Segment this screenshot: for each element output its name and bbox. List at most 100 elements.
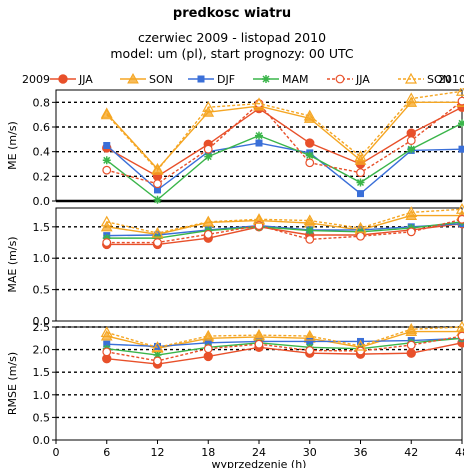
legend-label: JJA — [78, 73, 93, 86]
data-point — [303, 214, 316, 226]
y-tick-label: 0.0 — [33, 434, 51, 447]
y-axis-label: ME (m/s) — [6, 121, 19, 170]
y-tick-label: 1.0 — [33, 389, 51, 402]
data-point — [204, 339, 212, 347]
data-point — [356, 346, 365, 356]
series-line — [106, 142, 463, 195]
series-line — [106, 222, 463, 237]
data-point — [405, 209, 418, 221]
data-point — [100, 330, 113, 341]
data-point — [305, 151, 314, 160]
data-point — [455, 88, 464, 96]
data-point — [356, 178, 365, 187]
legend-item-1: SON — [120, 72, 173, 86]
y-tick-label: 0.5 — [33, 411, 51, 424]
data-point — [356, 168, 365, 178]
y-tick-label: 2.5 — [33, 321, 51, 334]
y-tick-label: 0.5 — [33, 284, 51, 297]
data-point — [153, 195, 162, 204]
data-point — [151, 226, 164, 238]
y-tick-label: 1.0 — [33, 252, 51, 265]
y-tick-label: 2.0 — [33, 344, 51, 357]
legend-item-4: JJA — [327, 73, 370, 86]
data-point — [202, 329, 215, 341]
data-point — [406, 340, 416, 350]
x-tick-label: 6 — [103, 446, 110, 459]
series-line — [106, 214, 462, 236]
legend-marker — [404, 72, 418, 84]
data-point — [202, 101, 215, 112]
data-point — [305, 346, 315, 355]
legend-marker — [335, 74, 345, 84]
data-point — [356, 231, 365, 241]
data-point — [305, 138, 315, 148]
data-point — [153, 179, 162, 189]
data-point — [455, 203, 464, 214]
data-point — [457, 96, 464, 106]
series-5 — [100, 320, 464, 352]
data-point — [354, 339, 367, 351]
series-4 — [102, 96, 464, 189]
panel-0: 0.0 0.2 0.4 0.6 0.8 ME (m/s) — [6, 88, 464, 208]
data-point — [354, 150, 367, 162]
data-point — [354, 154, 367, 165]
y-tick-label: 1.5 — [33, 366, 51, 379]
data-point — [151, 163, 164, 175]
data-point — [153, 356, 162, 366]
data-point — [203, 229, 213, 239]
legend-label: SON — [427, 73, 451, 86]
x-tick-label: 48 — [455, 446, 464, 459]
x-tick-label: 12 — [151, 446, 165, 459]
series-line — [106, 100, 463, 185]
y-axis-label: RMSE (m/s) — [6, 352, 19, 415]
data-point — [203, 351, 213, 362]
legend-marker — [262, 75, 270, 83]
y-tick-label: 0.0 — [33, 315, 51, 328]
x-tick-label: 0 — [53, 446, 60, 459]
legend-label: JJA — [355, 73, 370, 86]
legend-marker — [58, 74, 68, 84]
series-line — [106, 101, 462, 170]
data-point — [102, 347, 112, 357]
x-axis: 0 6 12 18 24 30 36 42 48 wyprzedzenie (h) — [53, 440, 464, 468]
data-point — [252, 213, 266, 224]
series-4 — [102, 331, 464, 366]
data-point — [100, 108, 113, 120]
data-point — [457, 214, 464, 224]
data-point — [306, 337, 314, 345]
data-point — [102, 238, 112, 247]
series-line — [106, 342, 463, 365]
data-point — [405, 92, 418, 104]
y-tick-label: 1.5 — [33, 221, 51, 234]
data-point — [154, 186, 161, 194]
x-tick-label: 30 — [303, 446, 317, 459]
y-tick-label: 0.6 — [33, 121, 51, 134]
data-point — [202, 215, 215, 227]
data-point — [100, 215, 113, 227]
series-5 — [100, 203, 464, 238]
chart-subtitle-model: model: um (pl), start prognozy: 00 UTC — [110, 46, 354, 61]
data-point — [252, 328, 266, 340]
x-tick-label: 36 — [354, 446, 368, 459]
series-5 — [100, 88, 464, 175]
data-point — [305, 158, 315, 168]
series-line — [106, 337, 463, 356]
data-point — [406, 227, 416, 237]
data-point — [303, 109, 316, 121]
series-line — [106, 106, 463, 178]
data-point — [407, 145, 416, 154]
series-line — [106, 330, 462, 349]
legend-label: MAM — [282, 73, 309, 86]
data-point — [305, 234, 315, 244]
series-line — [106, 208, 463, 234]
legend-marker — [197, 75, 205, 83]
data-point — [153, 238, 162, 247]
data-point — [154, 342, 161, 350]
y-tick-label: 0.4 — [33, 146, 51, 159]
data-point — [455, 320, 464, 332]
legend-marker — [127, 72, 139, 84]
data-point — [457, 331, 464, 341]
data-point — [102, 165, 112, 175]
data-point — [255, 139, 263, 147]
data-point — [357, 190, 364, 198]
